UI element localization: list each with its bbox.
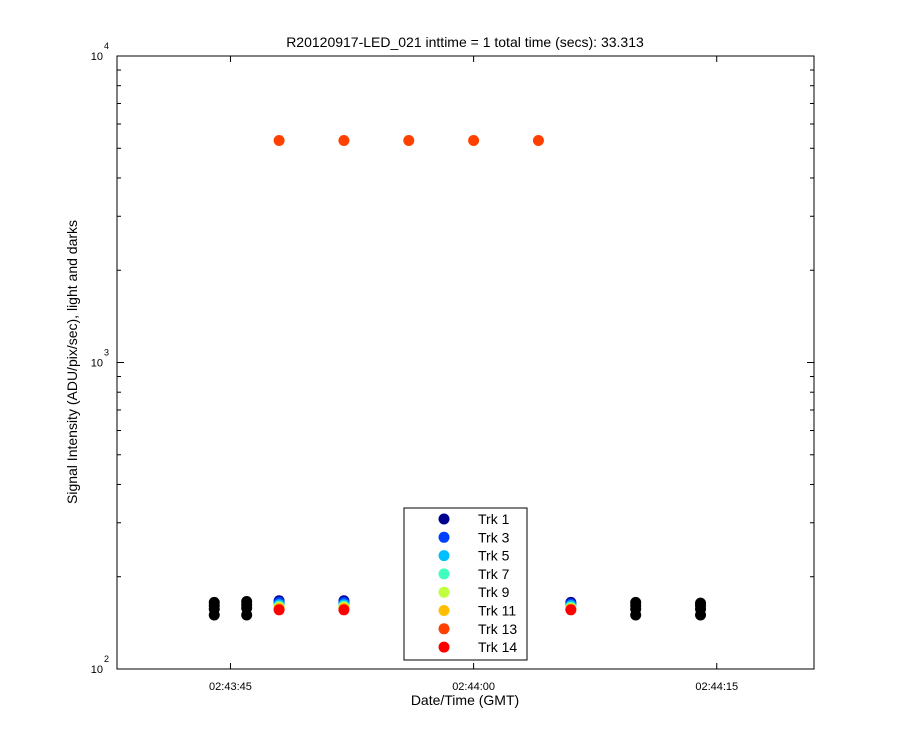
y-tick-label: 10 bbox=[91, 358, 103, 370]
legend-label: Trk 13 bbox=[478, 621, 517, 637]
legend-label: Trk 14 bbox=[478, 639, 517, 655]
y-tick-exponent: 2 bbox=[104, 654, 109, 664]
x-tick-label: 02:44:00 bbox=[452, 681, 495, 693]
legend-marker bbox=[438, 623, 450, 635]
point-trk-13 bbox=[338, 135, 350, 147]
legend-label: Trk 7 bbox=[478, 566, 510, 582]
chart-title: R20120917-LED_021 inttime = 1 total time… bbox=[286, 34, 644, 50]
legend-marker bbox=[438, 586, 450, 598]
y-tick-label: 10 bbox=[91, 664, 103, 676]
point-trk-13 bbox=[532, 135, 544, 147]
legend-marker bbox=[438, 531, 450, 543]
legend-label: Trk 5 bbox=[478, 548, 510, 564]
dark-point bbox=[208, 596, 220, 608]
legend-box bbox=[403, 507, 528, 661]
dark-point bbox=[630, 596, 642, 608]
legend-label: Trk 3 bbox=[478, 529, 510, 545]
legend-marker bbox=[438, 513, 450, 525]
legend-label: Trk 1 bbox=[478, 511, 510, 527]
point-trk-13 bbox=[403, 135, 415, 147]
point-trk-14 bbox=[273, 604, 285, 616]
legend-marker bbox=[438, 550, 450, 562]
legend-marker bbox=[438, 641, 450, 653]
x-tick-label: 02:43:45 bbox=[209, 681, 252, 693]
y-tick-exponent: 4 bbox=[104, 41, 109, 51]
x-tick-label: 02:44:15 bbox=[695, 681, 738, 693]
legend-label: Trk 9 bbox=[478, 584, 510, 600]
point-trk-14 bbox=[565, 604, 577, 616]
data-points bbox=[208, 135, 707, 621]
legend-marker bbox=[438, 568, 450, 580]
legend: Trk 1 Trk 3 Trk 5 Trk 7 Trk 9 Trk 11 Trk 13 Trk… bbox=[403, 507, 528, 661]
legend-label: Trk 11 bbox=[478, 603, 516, 619]
y-axis-label: Signal Intensity (ADU/pix/sec), light an… bbox=[64, 220, 80, 504]
x-axis-label: Date/Time (GMT) bbox=[411, 692, 519, 708]
dark-point bbox=[695, 597, 707, 609]
y-tick-label: 10 bbox=[91, 51, 103, 63]
y-tick-exponent: 3 bbox=[104, 348, 109, 358]
legend-marker bbox=[438, 605, 450, 616]
point-trk-13 bbox=[468, 135, 480, 147]
point-trk-13 bbox=[273, 135, 285, 147]
dark-point bbox=[241, 596, 253, 608]
point-trk-14 bbox=[338, 604, 350, 616]
